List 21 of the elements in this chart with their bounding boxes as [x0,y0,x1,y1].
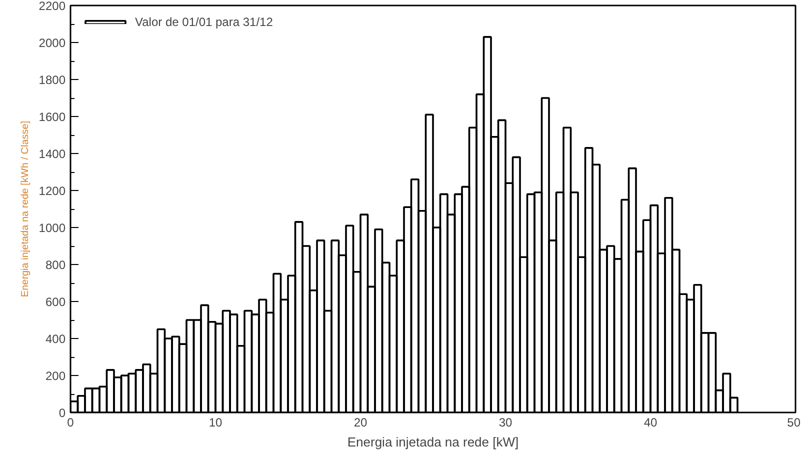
x-tick-label: 40 [644,416,658,430]
y-tick-label: 600 [45,295,66,309]
y-tick-label: 1400 [38,147,66,161]
y-axis-title: Energia injetada na rede [kWh / Classe] [20,120,31,298]
x-tick-label: 10 [208,416,222,430]
x-tick-label: 20 [354,416,368,430]
y-tick-label: 1600 [38,110,66,124]
y-tick-label: 1000 [38,221,66,235]
legend-label: Valor de 01/01 para 31/12 [135,15,273,29]
y-tick-label: 2000 [38,36,66,50]
x-axis-title: Energia injetada na rede [kW] [347,434,519,450]
y-tick-label: 0 [58,406,66,420]
y-tick-label: 200 [45,369,66,383]
y-tick-label: 1800 [38,73,66,87]
x-tick-label: 0 [67,416,74,430]
y-tick-label: 2200 [38,0,66,13]
y-tick-label: 800 [45,258,66,272]
x-tick-label: 30 [498,416,512,430]
y-tick-label: 400 [45,332,66,346]
x-tick-label: 50 [787,416,801,430]
y-tick-label: 1200 [38,184,66,198]
